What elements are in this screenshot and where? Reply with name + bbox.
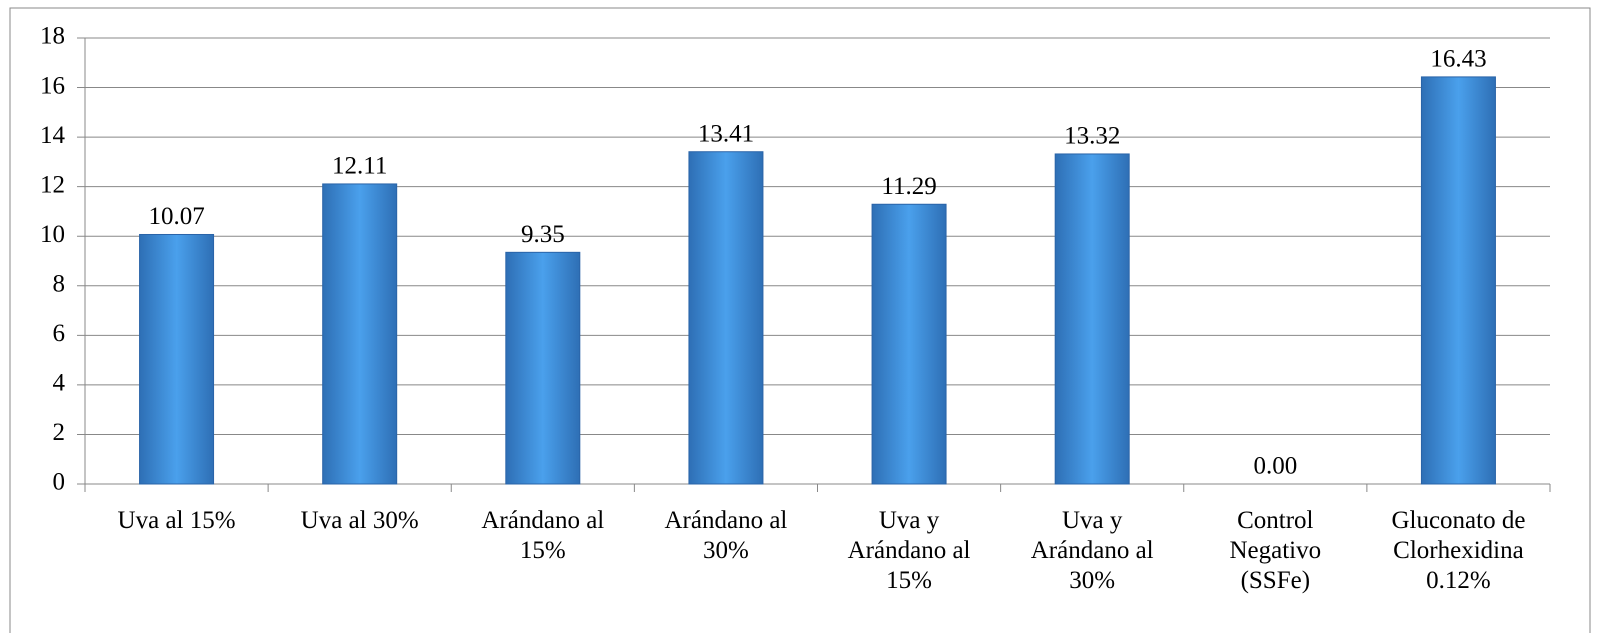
x-tick-label: Arándano al 30% bbox=[664, 507, 788, 564]
x-tick-label: Arándano al 15% bbox=[481, 507, 605, 564]
data-label: 13.41 bbox=[698, 120, 754, 147]
x-tick-label: Gluconato de Clorhexidina 0.12% bbox=[1391, 507, 1526, 594]
y-tick-label: 14 bbox=[40, 122, 66, 149]
bar bbox=[688, 151, 764, 485]
bar bbox=[505, 251, 581, 485]
y-tick-label: 16 bbox=[40, 72, 65, 99]
y-tick-label: 0 bbox=[53, 469, 66, 496]
x-tick-label: Uva y Arándano al 30% bbox=[1030, 507, 1154, 594]
y-tick-label: 12 bbox=[40, 171, 65, 198]
data-label: 16.43 bbox=[1430, 46, 1486, 73]
y-tick-label: 10 bbox=[40, 221, 65, 248]
y-tick-label: 6 bbox=[53, 320, 66, 347]
data-label: 11.29 bbox=[881, 173, 936, 200]
x-tick-label: Uva al 30% bbox=[300, 507, 419, 534]
x-tick-label: Uva y Arándano al 15% bbox=[847, 507, 971, 594]
bar bbox=[322, 183, 398, 485]
chart-border bbox=[9, 7, 1591, 633]
bar bbox=[1054, 153, 1130, 485]
y-tick-label: 18 bbox=[40, 23, 65, 50]
x-tick-label: Control Negativo (SSFe) bbox=[1229, 507, 1322, 594]
data-label: 12.11 bbox=[332, 153, 387, 180]
y-tick-label: 4 bbox=[53, 370, 66, 397]
y-tick-label: 8 bbox=[53, 271, 66, 298]
y-tick-label: 2 bbox=[53, 419, 66, 446]
data-label: 0.00 bbox=[1253, 453, 1297, 480]
data-label: 9.35 bbox=[521, 221, 565, 248]
bar bbox=[871, 203, 947, 485]
bar bbox=[139, 233, 215, 485]
data-label: 13.32 bbox=[1064, 123, 1120, 150]
bar bbox=[1420, 76, 1496, 485]
x-tick-label: Uva al 15% bbox=[117, 507, 236, 534]
data-label: 10.07 bbox=[148, 203, 204, 230]
